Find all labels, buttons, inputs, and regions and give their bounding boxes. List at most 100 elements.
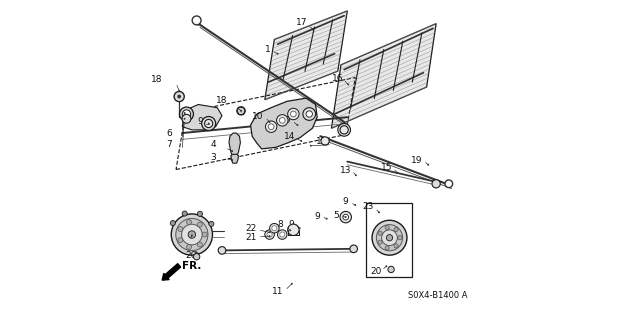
Circle shape [445, 180, 453, 188]
Circle shape [378, 231, 382, 235]
Text: 4: 4 [210, 140, 216, 149]
Circle shape [178, 238, 183, 243]
Circle shape [340, 126, 349, 134]
Circle shape [398, 236, 402, 240]
Circle shape [197, 211, 202, 216]
Circle shape [386, 235, 392, 241]
Circle shape [288, 108, 299, 120]
Text: 6: 6 [166, 130, 172, 139]
Circle shape [386, 265, 387, 267]
Circle shape [187, 244, 192, 250]
Circle shape [183, 118, 185, 120]
Circle shape [269, 235, 271, 237]
Text: 7: 7 [166, 140, 172, 149]
Circle shape [208, 123, 210, 124]
Circle shape [288, 224, 299, 236]
Circle shape [376, 225, 403, 251]
Text: 16: 16 [332, 74, 343, 83]
Circle shape [354, 204, 356, 206]
Circle shape [188, 231, 195, 238]
Circle shape [265, 230, 274, 239]
Circle shape [182, 114, 191, 123]
Circle shape [388, 266, 394, 273]
Circle shape [341, 127, 347, 133]
Text: FR.: FR. [182, 261, 202, 271]
Circle shape [279, 232, 285, 237]
Circle shape [180, 107, 193, 121]
Circle shape [378, 240, 382, 244]
Circle shape [326, 218, 328, 220]
Circle shape [385, 225, 389, 230]
Circle shape [276, 115, 288, 126]
Circle shape [195, 251, 197, 253]
Circle shape [205, 119, 213, 128]
Circle shape [306, 111, 312, 117]
Text: 1: 1 [266, 45, 271, 54]
Circle shape [269, 121, 271, 123]
Text: S0X4-B1400 A: S0X4-B1400 A [408, 291, 467, 300]
Polygon shape [231, 154, 239, 163]
Polygon shape [265, 11, 347, 100]
Text: 8: 8 [277, 220, 283, 228]
Circle shape [303, 108, 316, 120]
Circle shape [231, 159, 233, 161]
Circle shape [182, 110, 191, 118]
Circle shape [218, 247, 226, 254]
Text: 3: 3 [210, 153, 216, 162]
Circle shape [231, 150, 233, 152]
Circle shape [183, 112, 185, 114]
Circle shape [385, 246, 389, 250]
Circle shape [181, 224, 202, 245]
Circle shape [340, 212, 352, 223]
Circle shape [347, 84, 349, 85]
Circle shape [382, 230, 398, 245]
Text: 9: 9 [314, 212, 320, 221]
Circle shape [182, 211, 187, 216]
Circle shape [240, 110, 242, 112]
Circle shape [276, 53, 278, 55]
Polygon shape [251, 98, 317, 149]
Circle shape [197, 222, 202, 227]
Text: 2: 2 [181, 236, 187, 244]
Circle shape [338, 124, 350, 136]
Text: 12: 12 [316, 137, 327, 146]
Circle shape [396, 172, 398, 174]
Circle shape [202, 116, 215, 131]
Circle shape [171, 214, 212, 255]
Circle shape [290, 229, 291, 231]
Text: 23: 23 [362, 203, 374, 212]
Circle shape [237, 107, 245, 115]
Circle shape [350, 245, 357, 252]
Text: 22: 22 [245, 224, 256, 233]
Circle shape [272, 226, 277, 231]
Circle shape [394, 228, 398, 232]
Circle shape [178, 227, 183, 231]
Circle shape [291, 111, 296, 117]
Circle shape [268, 124, 274, 130]
Text: 18: 18 [216, 96, 228, 105]
Text: 15: 15 [381, 164, 392, 172]
Polygon shape [229, 133, 241, 155]
Circle shape [378, 212, 380, 213]
FancyBboxPatch shape [366, 203, 413, 277]
Circle shape [372, 220, 407, 255]
Circle shape [197, 242, 202, 247]
Text: 9: 9 [289, 220, 295, 228]
Text: 9: 9 [342, 197, 349, 206]
Circle shape [266, 121, 277, 132]
Text: 11: 11 [273, 287, 284, 296]
Circle shape [205, 120, 212, 127]
Circle shape [432, 180, 440, 188]
Circle shape [321, 137, 329, 145]
Text: 19: 19 [279, 116, 291, 125]
Circle shape [300, 140, 302, 142]
Circle shape [394, 244, 398, 248]
Circle shape [269, 231, 271, 233]
Circle shape [170, 220, 175, 226]
Circle shape [299, 227, 301, 229]
Circle shape [278, 230, 287, 239]
FancyArrow shape [162, 264, 181, 280]
Polygon shape [332, 24, 436, 128]
Text: 20: 20 [370, 267, 381, 276]
Circle shape [177, 95, 181, 99]
